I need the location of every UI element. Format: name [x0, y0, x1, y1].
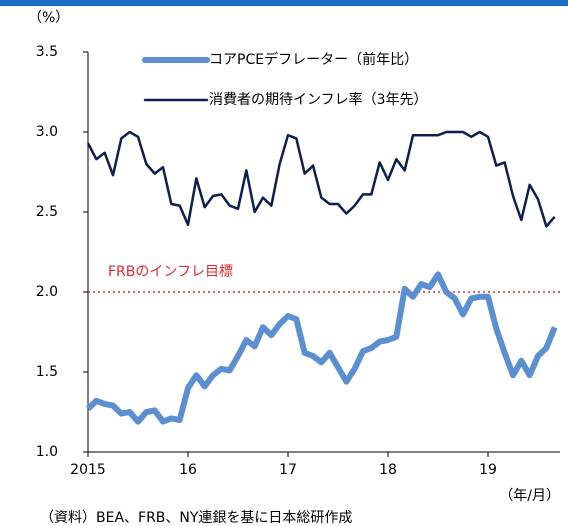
series-line [86, 130, 556, 228]
top-bar [0, 0, 568, 6]
y-tick-label: 3.5 [36, 44, 58, 60]
y-tick-label: 2.5 [36, 204, 58, 220]
x-tick-label: 17 [279, 462, 297, 478]
source-note: （資料）BEA、FRB、NY連銀を基に日本総研作成 [40, 509, 352, 526]
y-tick-label: 1.0 [36, 444, 58, 460]
legend-label: コアPCEデフレーター（前年比） [209, 51, 418, 68]
y-tick-label: 3.0 [36, 124, 58, 140]
legend-label: 消費者の期待インフレ率（3年先） [209, 91, 428, 108]
unit-label: （%） [28, 10, 69, 26]
x-tick-label: 2015 [70, 462, 106, 478]
x-tick-label: 19 [479, 462, 497, 478]
y-tick-label: 1.5 [36, 364, 58, 380]
x-tick-label: 18 [379, 462, 397, 478]
annotation: FRBのインフレ目標 [108, 264, 233, 280]
y-tick-label: 2.0 [36, 284, 58, 300]
x-axis-label: （年/月） [499, 488, 560, 504]
x-tick-label: 16 [179, 462, 197, 478]
series-line [85, 271, 558, 425]
